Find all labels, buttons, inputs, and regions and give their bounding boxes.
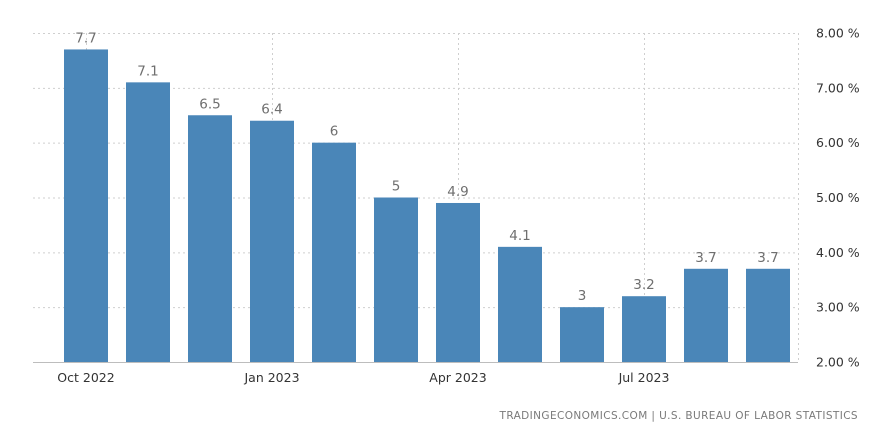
data-label: 5 — [392, 179, 401, 195]
x-tick-label: Jan 2023 — [243, 370, 299, 385]
data-label: 3 — [578, 288, 587, 304]
bar — [684, 268, 728, 362]
y-tick-label: 6.00 % — [816, 135, 860, 150]
x-axis: Oct 2022 Jan 2023 Apr 2023 Jul 2023 — [57, 370, 669, 385]
source-credit: TRADINGECONOMICS.COM | U.S. BUREAU OF LA… — [499, 410, 858, 422]
data-label: 6.5 — [199, 96, 220, 112]
y-tick-label: 4.00 % — [816, 245, 860, 260]
data-labels: 7.7 7.1 6.5 6.4 6 5 4.9 4.1 3 3.2 3.7 3.7 — [75, 30, 778, 304]
y-tick-label: 5.00 % — [816, 190, 860, 205]
data-label: 7.7 — [75, 30, 96, 46]
bar — [622, 296, 666, 362]
bar — [250, 120, 294, 362]
x-tick-label: Apr 2023 — [429, 370, 486, 385]
bar — [64, 49, 108, 362]
y-tick-label: 2.00 % — [816, 355, 860, 370]
bar — [188, 115, 232, 362]
data-label: 4.9 — [447, 184, 468, 200]
data-label: 4.1 — [509, 228, 530, 244]
data-label: 3.7 — [695, 250, 716, 266]
bar — [374, 197, 418, 362]
bars — [64, 49, 790, 362]
data-label: 6.4 — [261, 102, 282, 118]
y-tick-label: 8.00 % — [816, 26, 860, 41]
bar — [560, 307, 604, 362]
bar — [312, 142, 356, 362]
gridlines — [33, 33, 799, 363]
data-label: 3.7 — [757, 250, 778, 266]
y-axis: 8.00 % 7.00 % 6.00 % 5.00 % 4.00 % 3.00 % 2.00… — [816, 26, 860, 370]
data-label: 7.1 — [137, 63, 158, 79]
bar — [498, 246, 542, 362]
x-tick-label: Jul 2023 — [618, 370, 670, 385]
data-label: 3.2 — [633, 277, 654, 293]
bar — [126, 82, 170, 362]
y-tick-label: 7.00 % — [816, 80, 860, 95]
data-label: 6 — [330, 124, 339, 140]
bar — [436, 202, 480, 362]
x-tick-label: Oct 2022 — [57, 370, 114, 385]
bar — [746, 268, 790, 362]
y-tick-label: 3.00 % — [816, 300, 860, 315]
